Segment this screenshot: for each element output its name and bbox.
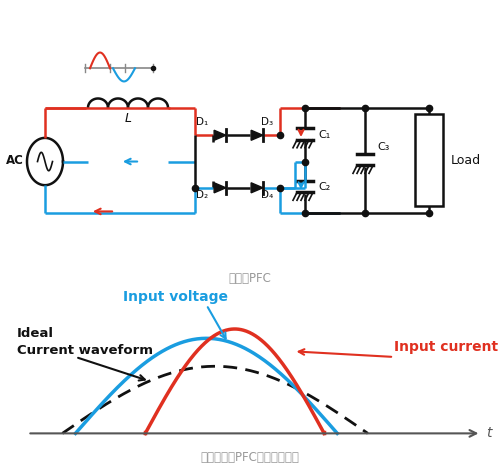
Bar — [415, 114, 443, 206]
Text: C₃: C₃ — [377, 142, 390, 152]
Text: C₂: C₂ — [318, 182, 330, 192]
Polygon shape — [251, 130, 263, 140]
Text: Input voltage: Input voltage — [124, 290, 228, 304]
Text: 被动式PFC: 被动式PFC — [228, 272, 272, 285]
Text: Current waveform: Current waveform — [16, 344, 152, 357]
Text: t: t — [486, 426, 491, 440]
Text: D₂: D₂ — [196, 190, 208, 200]
Text: Ideal: Ideal — [16, 327, 54, 340]
Text: D₄: D₄ — [261, 190, 273, 200]
Text: D₁: D₁ — [196, 117, 208, 127]
Polygon shape — [251, 183, 263, 193]
Text: L: L — [124, 112, 132, 125]
Text: Load: Load — [451, 154, 481, 167]
Text: D₃: D₃ — [261, 117, 273, 127]
Polygon shape — [214, 130, 226, 140]
Text: AC: AC — [6, 154, 24, 167]
Text: C₁: C₁ — [318, 130, 330, 140]
Text: 使用被动式PFC后的电流波形: 使用被动式PFC后的电流波形 — [200, 451, 300, 464]
Polygon shape — [214, 183, 226, 193]
Text: Input current: Input current — [394, 340, 498, 354]
